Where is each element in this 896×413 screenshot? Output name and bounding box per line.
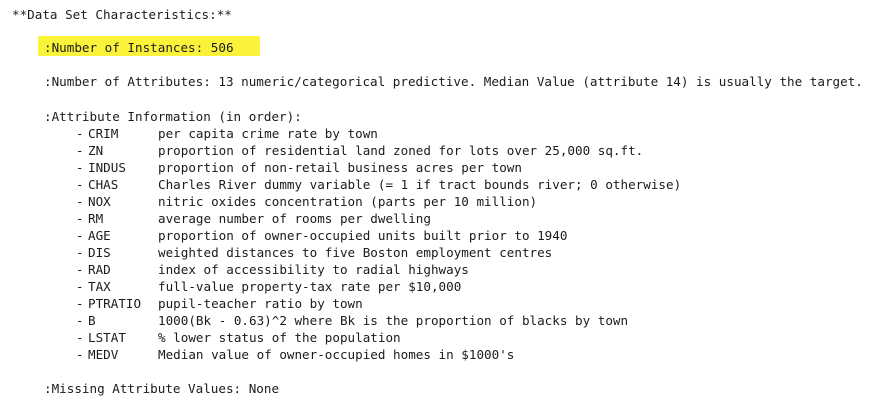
attribute-row-ptratio: - PTRATIO pupil-teacher ratio by town [76, 295, 681, 312]
attribute-row-medv: - MEDV Median value of owner-occupied ho… [76, 346, 681, 363]
attribute-row-tax: - TAX full-value property-tax rate per $… [76, 278, 681, 295]
attribute-description: per capita crime rate by town [158, 126, 378, 141]
attribute-description: proportion of non-retail business acres … [158, 160, 522, 175]
attribute-row-b: - B 1000(Bk - 0.63)^2 where Bk is the pr… [76, 312, 681, 329]
bullet-dash: - [76, 194, 84, 209]
missing-attribute-values: :Missing Attribute Values: None [44, 381, 280, 396]
bullet-dash: - [76, 211, 84, 226]
attribute-code: CRIM [88, 126, 119, 141]
attribute-description: proportion of residential land zoned for… [158, 143, 644, 158]
attribute-row-lstat: - LSTAT % lower status of the population [76, 329, 681, 346]
bullet-dash: - [76, 296, 84, 311]
attribute-row-indus: - INDUS proportion of non-retail busines… [76, 159, 681, 176]
attribute-code: PTRATIO [88, 296, 142, 311]
attribute-description: nitric oxides concentration (parts per 1… [158, 194, 538, 209]
attribute-row-rad: - RAD index of accessibility to radial h… [76, 261, 681, 278]
attribute-row-chas: - CHAS Charles River dummy variable (= 1… [76, 176, 681, 193]
attribute-code: B [88, 313, 96, 328]
attribute-description: Charles River dummy variable (= 1 if tra… [158, 177, 682, 192]
attribute-code: AGE [88, 228, 111, 243]
bullet-dash: - [76, 228, 84, 243]
number-of-instances: :Number of Instances: 506 [44, 40, 234, 55]
attribute-description: proportion of owner-occupied units built… [158, 228, 568, 243]
bullet-dash: - [76, 126, 84, 141]
bullet-dash: - [76, 313, 84, 328]
attribute-row-nox: - NOX nitric oxides concentration (parts… [76, 193, 681, 210]
bullet-dash: - [76, 160, 84, 175]
attribute-description: % lower status of the population [158, 330, 401, 345]
attribute-code: DIS [88, 245, 111, 260]
attribute-code: ZN [88, 143, 104, 158]
bullet-dash: - [76, 245, 84, 260]
section-heading: **Data Set Characteristics:** [12, 7, 232, 22]
attribute-row-zn: - ZN proportion of residential land zone… [76, 142, 681, 159]
attribute-description: weighted distances to five Boston employ… [158, 245, 553, 260]
attribute-description: Median value of owner-occupied homes in … [158, 347, 515, 362]
attribute-code: TAX [88, 279, 111, 294]
bullet-dash: - [76, 262, 84, 277]
attribute-description: 1000(Bk - 0.63)^2 where Bk is the propor… [158, 313, 629, 328]
attribute-code: LSTAT [88, 330, 126, 345]
bullet-dash: - [76, 143, 84, 158]
attribute-list: - CRIM per capita crime rate by town - Z… [76, 125, 681, 363]
attribute-row-crim: - CRIM per capita crime rate by town [76, 125, 681, 142]
attribute-description: pupil-teacher ratio by town [158, 296, 363, 311]
attribute-description: full-value property-tax rate per $10,000 [158, 279, 462, 294]
bullet-dash: - [76, 330, 84, 345]
attribute-description: average number of rooms per dwelling [158, 211, 431, 226]
text-highlight [38, 36, 260, 56]
bullet-dash: - [76, 347, 84, 362]
attribute-row-dis: - DIS weighted distances to five Boston … [76, 244, 681, 261]
bullet-dash: - [76, 279, 84, 294]
attribute-code: MEDV [88, 347, 119, 362]
attribute-description: index of accessibility to radial highway… [158, 262, 469, 277]
bullet-dash: - [76, 177, 84, 192]
attribute-information-heading: :Attribute Information (in order): [44, 109, 302, 124]
number-of-attributes: :Number of Attributes: 13 numeric/catego… [44, 74, 863, 89]
attribute-row-age: - AGE proportion of owner-occupied units… [76, 227, 681, 244]
attribute-code: RAD [88, 262, 111, 277]
attribute-row-rm: - RM average number of rooms per dwellin… [76, 210, 681, 227]
attribute-code: INDUS [88, 160, 126, 175]
attribute-code: CHAS [88, 177, 119, 192]
attribute-code: RM [88, 211, 104, 226]
attribute-code: NOX [88, 194, 111, 209]
